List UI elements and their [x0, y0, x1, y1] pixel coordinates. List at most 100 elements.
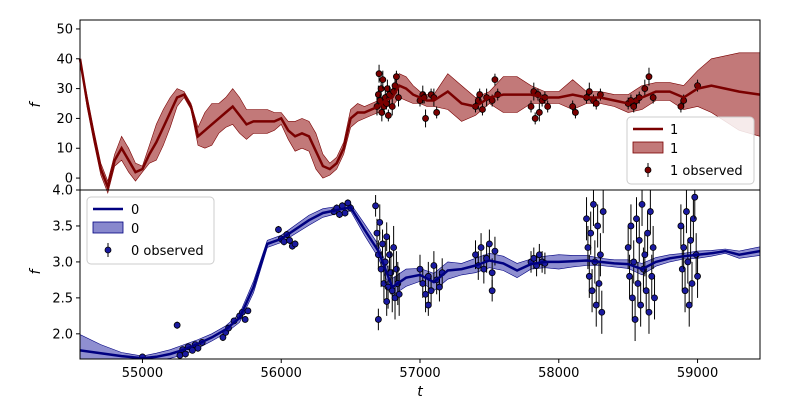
- bottom-observation: [595, 261, 603, 306]
- bottom-observation: [599, 190, 607, 234]
- bottom-observation: [637, 283, 645, 327]
- bottom-observation-point: [595, 280, 603, 287]
- bottom-observation-point: [379, 240, 386, 248]
- bottom-observation-point: [633, 215, 640, 223]
- bottom-observation-point: [688, 280, 696, 287]
- top-legend-label-observed: 1 observed: [670, 164, 743, 179]
- top-observation: [592, 97, 600, 110]
- bottom-observation-point: [646, 208, 654, 215]
- top-observation: [531, 112, 539, 125]
- bottom-observation-point: [427, 287, 435, 295]
- bottom-observation-point: [590, 200, 597, 208]
- bottom-observation: [241, 316, 249, 323]
- top-observation: [384, 109, 392, 122]
- bottom-observation: [430, 251, 438, 280]
- bottom-observation: [477, 233, 485, 262]
- bottom-observation-point: [488, 269, 496, 277]
- bottom-observation-point: [530, 254, 538, 262]
- top-observation: [379, 70, 387, 89]
- top-observation: [572, 106, 579, 119]
- bottom-legend-label-observed: 0 observed: [131, 244, 204, 259]
- top-observation-point: [645, 73, 653, 81]
- bottom-observation-point: [388, 287, 396, 295]
- bottom-observation-point: [584, 244, 592, 251]
- bottom-observation: [651, 276, 658, 320]
- bottom-observation-point: [390, 244, 398, 251]
- top-observation: [476, 88, 484, 101]
- bottom-observation: [374, 308, 382, 331]
- bottom-observation-point: [176, 352, 184, 359]
- top-legend-marker-swatch: [644, 166, 652, 174]
- bottom-observation-point: [436, 283, 443, 291]
- bottom-observation: [588, 269, 596, 313]
- bottom-observation-point: [286, 236, 293, 244]
- bottom-observation: [684, 240, 692, 284]
- bottom-observation-point: [587, 229, 595, 237]
- bottom-observation-point: [376, 218, 384, 226]
- bottom-observation: [485, 229, 493, 259]
- bottom-observation-point: [386, 251, 393, 259]
- bottom-uncertainty-band: [80, 203, 760, 359]
- bottom-observation: [641, 233, 649, 277]
- bottom-observation-point: [583, 215, 590, 223]
- top-observation: [479, 103, 486, 116]
- top-observation-point: [527, 103, 535, 110]
- bottom-x-axis: 55000 56000 57000 58000 59000: [122, 359, 718, 381]
- bottom-x-tick-label: 59000: [677, 366, 718, 381]
- bottom-x-tick-label: 57000: [399, 366, 440, 381]
- bottom-observation: [648, 254, 656, 298]
- top-observation-point: [433, 109, 441, 116]
- bottom-observation-point: [624, 244, 632, 251]
- top-observation-point: [641, 85, 649, 92]
- bottom-observation-point: [344, 199, 352, 207]
- bottom-observation-point: [638, 200, 646, 208]
- bottom-observation: [424, 294, 432, 316]
- bottom-observation-point: [372, 202, 379, 210]
- bottom-y-tick-label: 2.5: [52, 291, 73, 306]
- top-observation-point: [379, 76, 387, 84]
- top-y-tick-label: 0: [65, 172, 73, 187]
- top-observation-point: [630, 103, 638, 110]
- bottom-observation-point: [642, 287, 650, 295]
- bottom-observation-point: [472, 251, 479, 259]
- top-legend-label-band: 1: [670, 142, 678, 157]
- bottom-observation-point: [336, 211, 343, 218]
- top-legend-label-line: 1: [670, 123, 678, 138]
- bottom-panel: 2.0 2.5 3.0 3.5 4.0 55000 56000 57000 58000 5900…: [28, 184, 761, 400]
- bottom-observation-point: [383, 298, 391, 305]
- bottom-observation-point: [648, 272, 656, 280]
- bottom-observation-point: [631, 316, 639, 323]
- bottom-observation: [680, 225, 688, 270]
- bottom-observation-point: [491, 247, 499, 255]
- bottom-y-tick-label: 2.0: [52, 327, 73, 342]
- bottom-observation-point: [684, 258, 692, 266]
- bottom-observation: [677, 204, 685, 248]
- top-observation-point: [569, 103, 577, 110]
- bottom-observation: [383, 222, 391, 252]
- top-observation-point: [395, 94, 402, 101]
- top-y-tick-label: 40: [56, 52, 73, 67]
- bottom-observation-point: [244, 307, 252, 315]
- top-observation: [527, 100, 535, 113]
- bottom-observation-point: [651, 294, 658, 302]
- bottom-observation: [244, 307, 252, 315]
- bottom-observation: [390, 225, 398, 270]
- top-observation-point: [677, 103, 685, 110]
- bottom-observation: [341, 209, 349, 217]
- bottom-observation-point: [599, 208, 607, 215]
- bottom-observation: [683, 190, 690, 234]
- bottom-observation-point: [275, 226, 282, 233]
- top-observation-point: [375, 70, 383, 78]
- top-y-axis: 0 10 20 30 40 50: [56, 22, 80, 187]
- bottom-x-tick-label: 55000: [122, 366, 163, 381]
- bottom-observation-point: [535, 251, 543, 259]
- top-legend-band-swatch: [632, 141, 664, 154]
- bottom-observation-point: [585, 272, 593, 280]
- top-observation-point: [544, 103, 552, 110]
- top-panel: 0 10 20 30 40 50 f 1 1 1 observed: [28, 19, 761, 194]
- bottom-y-axis-label: f: [28, 267, 44, 274]
- bottom-observation-point: [341, 209, 349, 217]
- bottom-observation-point: [592, 301, 600, 309]
- bottom-observation-point: [374, 316, 382, 323]
- top-observation: [388, 97, 396, 116]
